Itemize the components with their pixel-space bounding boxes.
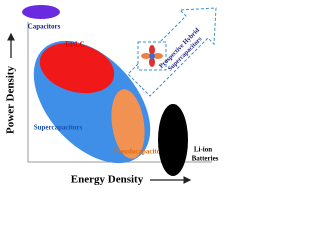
- pseudocapacitors-label: Pseudocapacitors: [114, 148, 166, 156]
- x-axis-label: Energy Density: [71, 174, 144, 186]
- pseudocapacitors-region: [111, 89, 145, 159]
- y-axis-label: Power Density: [5, 66, 17, 134]
- batteries-label: Li-ion: [194, 146, 212, 154]
- diagram: Capacitors EDLC Supercapacitors Pseudoca…: [5, 5, 219, 186]
- supercapacitors-label: Supercapacitors: [34, 124, 83, 132]
- capacitors-region: [22, 5, 60, 19]
- edlc-label: EDLC: [65, 41, 84, 49]
- batteries-region: [158, 104, 188, 176]
- batteries-label: Batteries: [192, 155, 219, 163]
- hybrid-arrow: [127, 7, 217, 97]
- edlc-region: [39, 42, 115, 94]
- capacitors-label: Capacitors: [28, 23, 61, 31]
- hybrid-icon: [141, 45, 163, 67]
